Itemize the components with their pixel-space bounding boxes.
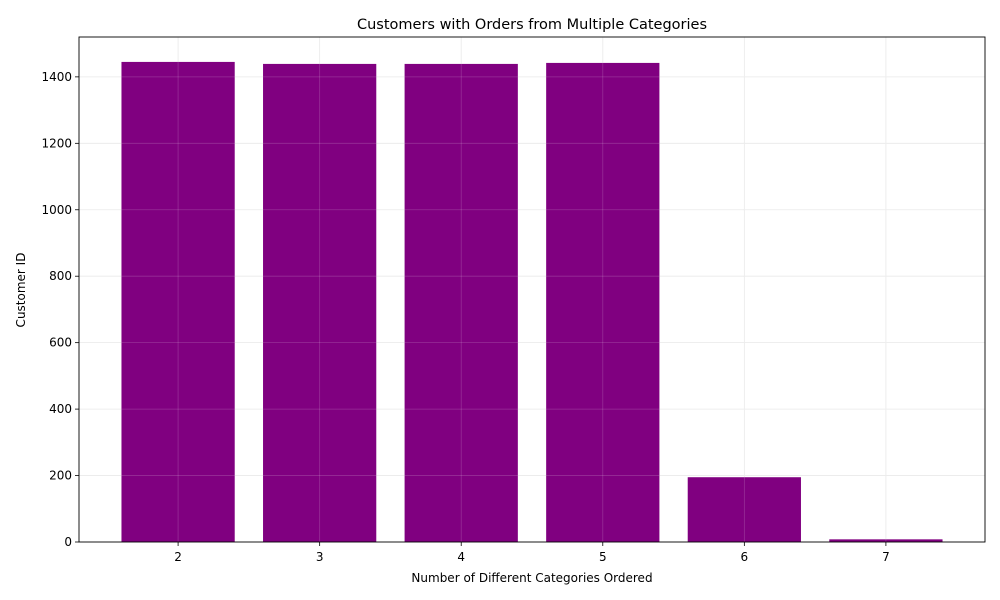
chart-title: Customers with Orders from Multiple Cate… xyxy=(357,17,707,33)
bar-2 xyxy=(121,61,235,543)
x-tick-label: 2 xyxy=(174,550,182,564)
bar-3 xyxy=(263,63,377,542)
bar-6 xyxy=(687,477,801,542)
y-tick-label: 600 xyxy=(49,336,72,350)
y-tick-label: 1000 xyxy=(41,203,72,217)
plot-frame xyxy=(78,36,986,543)
x-axis-label: Number of Different Categories Ordered xyxy=(411,571,652,585)
bars xyxy=(121,61,943,543)
y-tick-label: 0 xyxy=(64,535,72,549)
x-tick-label: 7 xyxy=(882,550,890,564)
y-axis-ticks: 0 200 400 600 800 1000 1200 1400 xyxy=(41,70,79,549)
x-tick-label: 6 xyxy=(741,550,749,564)
bar-5 xyxy=(546,62,660,542)
y-tick-label: 1400 xyxy=(41,70,72,84)
bar-7 xyxy=(829,539,943,542)
x-tick-label: 3 xyxy=(316,550,324,564)
bar-4 xyxy=(404,63,518,542)
x-tick-label: 4 xyxy=(457,550,465,564)
y-tick-label: 400 xyxy=(49,402,72,416)
x-tick-label: 5 xyxy=(599,550,607,564)
y-tick-label: 200 xyxy=(49,469,72,483)
y-tick-label: 1200 xyxy=(41,136,72,150)
y-axis-label: Customer ID xyxy=(14,253,28,328)
y-tick-label: 800 xyxy=(49,269,72,283)
x-axis-ticks: 2 3 4 5 6 7 xyxy=(174,542,890,564)
